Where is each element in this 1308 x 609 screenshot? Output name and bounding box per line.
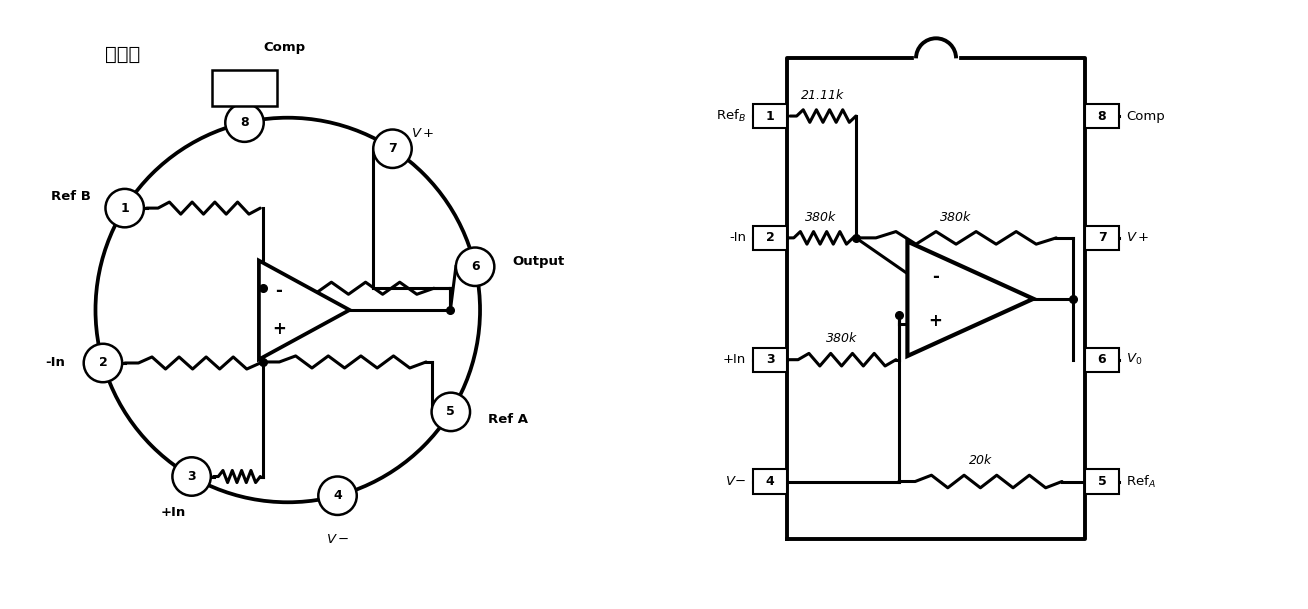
Text: +: +: [929, 312, 942, 329]
Circle shape: [318, 476, 357, 515]
Circle shape: [432, 393, 470, 431]
Text: +In: +In: [723, 353, 746, 366]
Circle shape: [106, 189, 144, 227]
Text: Ref$_B$: Ref$_B$: [715, 108, 746, 124]
Text: 21.11k: 21.11k: [802, 89, 845, 102]
Text: -: -: [276, 282, 283, 300]
Text: 8: 8: [241, 116, 249, 129]
Text: -In: -In: [729, 231, 746, 244]
Text: 6: 6: [1097, 353, 1107, 366]
Circle shape: [173, 457, 211, 496]
Circle shape: [456, 247, 494, 286]
Text: $V_0$: $V_0$: [1126, 352, 1142, 367]
Text: 4: 4: [765, 475, 774, 488]
FancyBboxPatch shape: [753, 226, 787, 250]
Polygon shape: [908, 242, 1033, 356]
Circle shape: [373, 130, 412, 168]
FancyBboxPatch shape: [753, 104, 787, 128]
Text: Comp: Comp: [263, 41, 305, 54]
Text: 20k: 20k: [969, 454, 991, 467]
Text: 2: 2: [98, 356, 107, 370]
Text: 4: 4: [334, 489, 341, 502]
Text: $V$$-$: $V$$-$: [725, 475, 746, 488]
Text: Ref$_A$: Ref$_A$: [1126, 473, 1156, 490]
Text: $V+$: $V+$: [1126, 231, 1150, 244]
FancyBboxPatch shape: [1084, 470, 1120, 493]
Text: Tab: Tab: [230, 79, 258, 93]
Text: 380k: 380k: [825, 333, 857, 345]
Text: 2: 2: [765, 231, 774, 244]
Text: -In: -In: [46, 356, 65, 370]
Text: 1: 1: [120, 202, 129, 214]
FancyBboxPatch shape: [1084, 348, 1120, 371]
Polygon shape: [259, 261, 349, 359]
FancyBboxPatch shape: [1084, 226, 1120, 250]
Text: 3: 3: [187, 470, 196, 483]
Text: 1: 1: [765, 110, 774, 122]
Text: 380k: 380k: [940, 211, 972, 224]
Text: 7: 7: [1097, 231, 1107, 244]
Text: Comp: Comp: [1126, 110, 1165, 122]
Text: 3: 3: [765, 353, 774, 366]
Text: 7: 7: [388, 143, 396, 155]
FancyBboxPatch shape: [212, 71, 277, 106]
Text: 5: 5: [1097, 475, 1107, 488]
Circle shape: [225, 104, 264, 142]
Text: 6: 6: [471, 260, 480, 273]
Circle shape: [84, 343, 122, 382]
Text: Ref A: Ref A: [488, 413, 528, 426]
Text: -: -: [931, 268, 939, 286]
FancyBboxPatch shape: [753, 348, 787, 371]
Text: 8: 8: [1097, 110, 1107, 122]
Text: Ref B: Ref B: [51, 191, 92, 203]
Text: +In: +In: [161, 507, 186, 519]
Text: 5: 5: [446, 406, 455, 418]
FancyBboxPatch shape: [753, 470, 787, 493]
FancyBboxPatch shape: [1084, 104, 1120, 128]
Text: $V+$: $V+$: [411, 127, 434, 140]
Text: $V-$: $V-$: [326, 533, 349, 546]
Text: 顶视图: 顶视图: [106, 45, 140, 64]
Text: 380k: 380k: [804, 211, 836, 224]
Text: +: +: [272, 320, 285, 338]
Text: Output: Output: [513, 255, 565, 268]
